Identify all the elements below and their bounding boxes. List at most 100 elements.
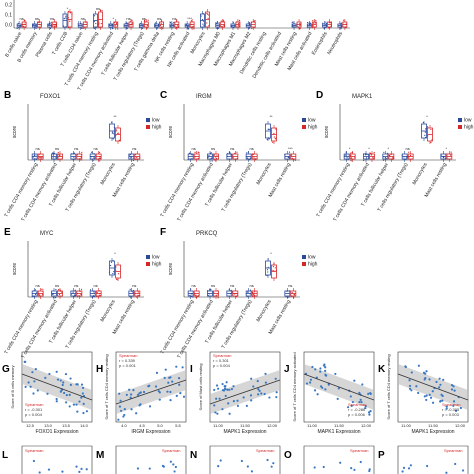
sig-label: ** [113, 114, 117, 119]
dot [388, 155, 391, 157]
point [148, 384, 151, 387]
stat-label: Spearman [119, 353, 137, 358]
dot [76, 296, 79, 298]
dot [291, 25, 294, 28]
dot [267, 271, 269, 273]
dot [34, 153, 36, 155]
dot [363, 159, 365, 162]
dot [112, 260, 114, 262]
dot [234, 292, 236, 295]
dot [113, 22, 116, 24]
sig-label: ns [192, 146, 196, 151]
legend-label: high [308, 124, 318, 130]
dot [109, 24, 111, 26]
dot [117, 132, 120, 134]
point [161, 464, 165, 467]
dot [217, 27, 220, 29]
plot-frame [21, 445, 93, 474]
dot [34, 158, 36, 160]
sig-label: ns [35, 16, 39, 21]
sig-label: * [388, 146, 390, 151]
sig-label: ns [50, 16, 54, 21]
x-tick-label: Monocytes [99, 162, 117, 186]
legend-swatch [458, 125, 462, 129]
dot [131, 19, 133, 21]
sig-label: *** [288, 146, 293, 151]
dot [287, 296, 289, 298]
point [65, 401, 68, 404]
dot [115, 278, 118, 280]
panel-label: L [2, 450, 8, 461]
dot [446, 157, 448, 159]
dot [31, 295, 33, 298]
point [215, 397, 218, 400]
dot [125, 25, 127, 27]
point [174, 465, 177, 469]
point [123, 408, 126, 411]
point [46, 392, 49, 395]
point [142, 390, 146, 394]
legend-swatch [146, 118, 150, 122]
x-axis-label: MAPK1 Expression [317, 429, 360, 435]
point [258, 389, 261, 392]
dot [160, 23, 162, 25]
point [409, 464, 412, 467]
dot [80, 23, 82, 25]
point [264, 381, 267, 384]
plot-frame [397, 445, 469, 474]
dot [69, 20, 71, 22]
point [65, 393, 68, 397]
dot [364, 153, 367, 155]
x-tick-label: T cells CD4 memory activated [332, 162, 371, 223]
dot [238, 19, 241, 22]
point [177, 377, 181, 380]
dot [33, 296, 35, 298]
dot [38, 21, 40, 23]
dot [236, 292, 238, 295]
point [358, 400, 361, 404]
dot [59, 289, 61, 291]
point [32, 392, 35, 395]
dot [253, 20, 255, 22]
point [223, 385, 226, 388]
sig-label: ns [126, 16, 130, 21]
dot [330, 25, 332, 27]
y-tick-label: 0.1 [5, 12, 12, 18]
dot [293, 297, 295, 299]
point [246, 465, 249, 468]
dot [231, 25, 233, 27]
dot [275, 269, 277, 271]
dot [84, 27, 86, 29]
point [324, 369, 327, 372]
sig-label: * [270, 251, 272, 256]
dot [391, 158, 393, 160]
point [68, 393, 71, 397]
dot [111, 132, 113, 134]
dot [202, 23, 204, 25]
dot [131, 290, 133, 293]
dot [113, 133, 115, 135]
dot [38, 22, 40, 24]
dot [213, 159, 215, 161]
dot [267, 274, 269, 276]
point [441, 394, 444, 398]
dot [95, 22, 97, 25]
dot [65, 15, 67, 17]
dot [23, 25, 25, 27]
point [401, 470, 404, 473]
point [322, 364, 326, 367]
point [250, 377, 253, 380]
dot [16, 27, 18, 30]
dot [203, 25, 205, 27]
x-tick-label: Monocytes [411, 162, 429, 186]
x-axis-label: IRGM Expression [131, 429, 170, 435]
dot [74, 294, 76, 296]
dot [40, 24, 42, 26]
dot [137, 294, 139, 296]
sig-label: ns [172, 16, 176, 21]
panel-label: C [160, 90, 167, 101]
legend-swatch [302, 255, 306, 259]
sig-label: * [114, 251, 116, 256]
dot [444, 158, 447, 160]
dot [93, 291, 95, 293]
